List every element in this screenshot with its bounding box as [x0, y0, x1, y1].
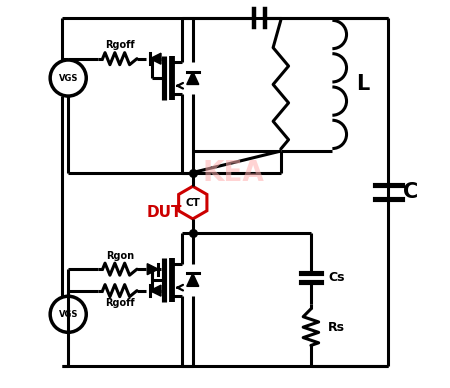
- Polygon shape: [147, 264, 158, 275]
- Text: VGS: VGS: [58, 73, 78, 83]
- Polygon shape: [150, 53, 161, 64]
- Text: L: L: [356, 74, 369, 94]
- Text: KEA: KEA: [202, 159, 265, 187]
- Polygon shape: [150, 285, 161, 296]
- Text: Rgoff: Rgoff: [105, 40, 135, 50]
- Text: VGS: VGS: [58, 310, 78, 319]
- Text: Rgon: Rgon: [106, 251, 134, 262]
- Text: DUT: DUT: [147, 205, 182, 220]
- Text: Rgoff: Rgoff: [105, 298, 135, 308]
- Polygon shape: [187, 71, 199, 85]
- Text: Rs: Rs: [328, 320, 345, 334]
- Text: CT: CT: [185, 197, 200, 208]
- Polygon shape: [187, 274, 199, 286]
- Text: Cs: Cs: [328, 271, 345, 284]
- Text: C: C: [403, 182, 418, 202]
